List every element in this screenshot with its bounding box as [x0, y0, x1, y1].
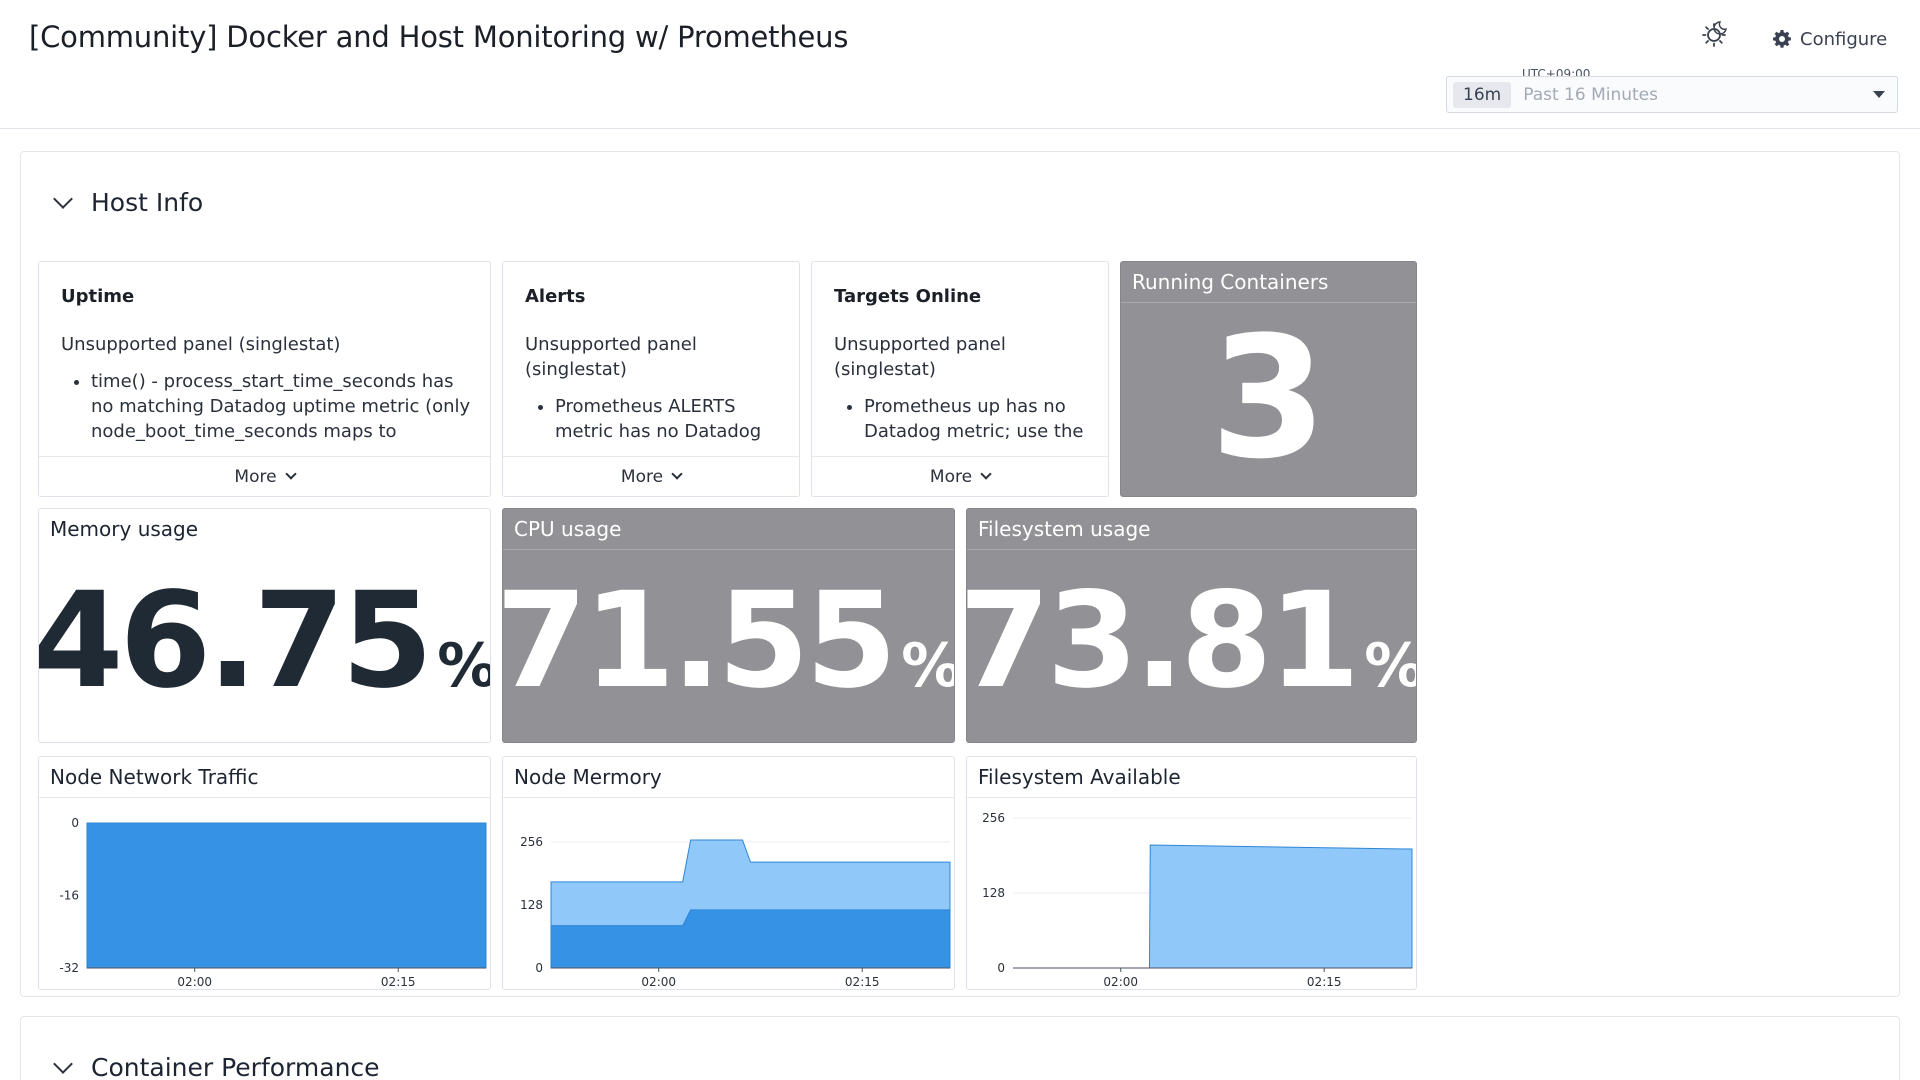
y-tick-label: 128: [520, 898, 543, 912]
widget-title: Node Network Traffic: [50, 765, 259, 789]
series-area: [550, 909, 951, 969]
widget-title: CPU usage: [514, 517, 622, 541]
query-unit: %: [901, 631, 954, 701]
chart-plot: 256 128 0 02:00 02:15: [520, 835, 951, 989]
note-widget-alerts: Alerts Unsupported panel (singlestat) Pr…: [502, 261, 800, 497]
query-value-memory-usage[interactable]: Memory usage 46.75 %: [38, 508, 491, 743]
more-button[interactable]: More: [812, 456, 1108, 496]
time-range-picker[interactable]: 16m Past 16 Minutes: [1446, 76, 1898, 113]
chart-plot: 256 128 0 02:00 02:15: [982, 811, 1413, 989]
group-title: Container Performance: [91, 1053, 380, 1080]
chevron-down-icon: [53, 189, 73, 209]
timeseries-node-memory[interactable]: Node Mermory 256 128 0 02:00 02:15: [502, 756, 955, 990]
timeseries-filesystem-available[interactable]: Filesystem Available 256 128 0 02:00 02:15: [966, 756, 1417, 990]
query-value: 71.55: [502, 564, 897, 718]
dashboard-header: [Community] Docker and Host Monitoring w…: [0, 0, 1920, 129]
y-tick-label: 0: [535, 961, 543, 975]
note-bullet: Prometheus ALERTS metric has no Datadog: [555, 394, 781, 444]
x-tick-label: 02:15: [1307, 975, 1342, 989]
note-body: Unsupported panel (singlestat) Prometheu…: [525, 332, 781, 448]
theme-toggle-icon[interactable]: [1700, 19, 1730, 49]
chevron-down-icon: [980, 468, 992, 480]
note-title: Targets Online: [834, 286, 982, 307]
note-text: Unsupported panel (singlestat): [525, 334, 697, 380]
title-divider: [967, 549, 1416, 550]
more-button[interactable]: More: [503, 456, 799, 496]
more-button[interactable]: More: [39, 456, 490, 496]
x-tick-label: 02:15: [845, 975, 880, 989]
query-value: 73.81: [966, 564, 1360, 718]
widget-title: Running Containers: [1132, 270, 1329, 294]
widget-title: Node Mermory: [514, 765, 662, 789]
query-value: 3: [1210, 300, 1327, 496]
dashboard-title: [Community] Docker and Host Monitoring w…: [29, 20, 849, 54]
chevron-down-icon: [671, 468, 683, 480]
group-header-host-info[interactable]: Host Info: [21, 152, 1899, 252]
widget-title: Memory usage: [50, 517, 199, 541]
query-value-filesystem-usage[interactable]: Filesystem usage 73.81 %: [966, 508, 1417, 743]
title-divider: [503, 549, 954, 550]
note-body: Unsupported panel (singlestat) time() - …: [61, 332, 472, 448]
x-tick-label: 02:00: [177, 975, 212, 989]
configure-label: Configure: [1800, 28, 1888, 50]
x-tick-label: 02:00: [1103, 975, 1138, 989]
timeseries-node-network-traffic[interactable]: Node Network Traffic 0 -16 -32 02:00 02:15: [38, 756, 491, 990]
note-title: Uptime: [61, 286, 135, 307]
y-tick-label: 128: [982, 886, 1005, 900]
group-header-container-performance[interactable]: Container Performance: [21, 1017, 1899, 1080]
series-area: [86, 822, 487, 969]
group-title: Host Info: [91, 188, 204, 217]
note-fade: [39, 442, 490, 456]
title-divider: [967, 797, 1416, 798]
note-widget-targets-online: Targets Online Unsupported panel (single…: [811, 261, 1109, 497]
series-area: [1013, 844, 1413, 969]
note-body: Unsupported panel (singlestat) Prometheu…: [834, 332, 1090, 448]
group-host-info: Host Info Uptime Unsupported panel (sing…: [20, 151, 1900, 997]
note-title: Alerts: [525, 286, 586, 307]
group-container-performance: Container Performance: [20, 1016, 1900, 1080]
query-value-wrap: 71.55 %: [503, 575, 954, 707]
y-tick-label: 0: [997, 961, 1005, 975]
query-unit: %: [1364, 631, 1416, 701]
chevron-down-icon: [53, 1054, 73, 1074]
x-tick-label: 02:00: [641, 975, 676, 989]
note-fade: [812, 442, 1108, 456]
title-divider: [39, 797, 490, 798]
caret-down-icon: [1873, 91, 1885, 98]
y-tick-label: 256: [520, 835, 543, 849]
time-range-label: Past 16 Minutes: [1523, 84, 1658, 105]
more-label: More: [929, 466, 973, 487]
y-tick-label: 256: [982, 811, 1005, 825]
query-value-wrap: 46.75 %: [39, 575, 490, 707]
query-value-running-containers[interactable]: Running Containers 3: [1120, 261, 1417, 497]
more-label: More: [620, 466, 664, 487]
widget-title: Filesystem Available: [978, 765, 1181, 789]
query-unit: %: [437, 631, 490, 701]
note-text: Unsupported panel (singlestat): [834, 334, 1006, 380]
note-fade: [503, 442, 799, 456]
note-text: Unsupported panel (singlestat): [61, 334, 341, 355]
query-value-cpu-usage[interactable]: CPU usage 71.55 %: [502, 508, 955, 743]
time-range-badge: 16m: [1453, 81, 1512, 108]
y-tick-label: -32: [59, 961, 79, 975]
title-divider: [1121, 302, 1416, 303]
note-bullet: Prometheus up has no Datadog metric; use…: [864, 394, 1090, 444]
query-value: 46.75: [38, 564, 433, 718]
configure-button[interactable]: Configure: [1772, 24, 1887, 54]
y-tick-label: -16: [59, 889, 79, 903]
query-value-wrap: 73.81 %: [967, 575, 1416, 707]
x-tick-label: 02:15: [381, 975, 416, 989]
y-tick-label: 0: [71, 816, 79, 830]
widget-title: Filesystem usage: [978, 517, 1151, 541]
chart-plot: 0 -16 -32 02:00 02:15: [59, 816, 487, 989]
gear-icon: [1773, 30, 1791, 48]
title-divider: [503, 797, 954, 798]
more-label: More: [234, 466, 277, 487]
note-bullet: time() - process_start_time_seconds has …: [91, 369, 472, 444]
note-widget-uptime: Uptime Unsupported panel (singlestat) ti…: [38, 261, 491, 497]
chevron-down-icon: [284, 468, 297, 480]
